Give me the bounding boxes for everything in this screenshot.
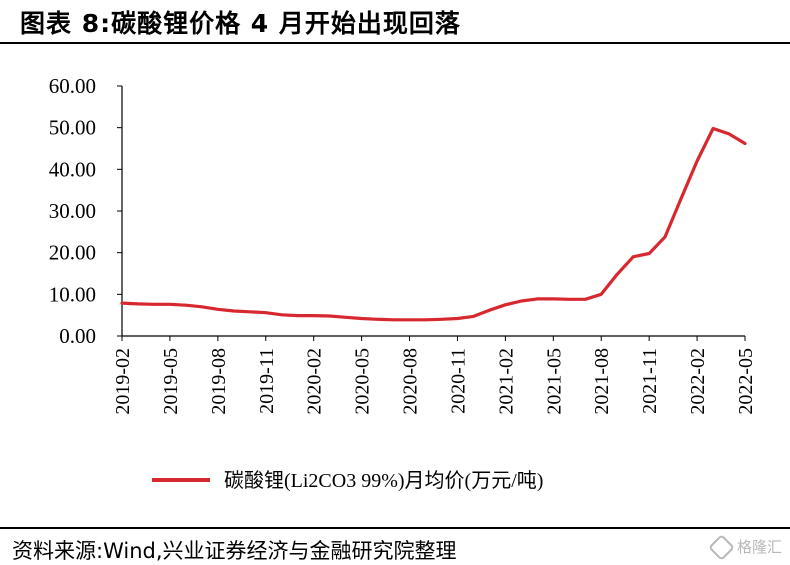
x-tick-label: 2019-08 xyxy=(208,348,230,415)
y-tick-label: 40.00 xyxy=(49,157,96,181)
x-axis: 2019-02 2019-05 2019-08 2019-11 2020-02 2020-… xyxy=(112,335,757,415)
watermark: 格隆汇 xyxy=(708,534,782,561)
top-rule xyxy=(0,42,790,44)
watermark-text: 格隆汇 xyxy=(736,538,782,556)
x-tick-label: 2022-05 xyxy=(735,348,757,415)
x-tick-label: 2021-08 xyxy=(591,348,613,415)
y-tick-label: 10.00 xyxy=(49,282,96,306)
legend: 碳酸锂(Li2CO3 99%)月均价(万元/吨) xyxy=(152,469,543,492)
y-tick-label: 20.00 xyxy=(49,241,96,265)
x-tick-label: 2020-11 xyxy=(447,348,469,414)
x-tick-label: 2020-02 xyxy=(304,348,326,415)
series-line xyxy=(120,126,747,322)
y-tick-label: 0.00 xyxy=(59,324,96,348)
line-chart: 0.00 10.00 20.00 30.00 40.00 50.00 60.00 2019-… xyxy=(49,74,757,492)
x-tick-label: 2019-11 xyxy=(256,348,278,414)
x-tick-label: 2022-02 xyxy=(687,348,709,415)
series-layer xyxy=(120,126,747,322)
x-tick-label: 2021-11 xyxy=(639,348,661,414)
figure-title: 图表 8:碳酸锂价格 4 月开始出现回落 xyxy=(20,9,461,38)
source-note: 资料来源:Wind,兴业证券经济与金融研究院整理 xyxy=(12,539,457,563)
y-tick-label: 60.00 xyxy=(49,74,96,98)
x-tick-label: 2020-08 xyxy=(400,348,422,415)
y-tick-label: 30.00 xyxy=(49,199,96,223)
x-tick-label: 2019-02 xyxy=(112,348,134,415)
bottom-rule xyxy=(0,527,790,529)
x-tick-label: 2021-05 xyxy=(543,348,565,415)
x-tick-label: 2021-02 xyxy=(495,348,517,415)
x-tick-label: 2019-05 xyxy=(160,348,182,415)
y-axis: 0.00 10.00 20.00 30.00 40.00 50.00 60.00 xyxy=(49,74,123,348)
legend-label: 碳酸锂(Li2CO3 99%)月均价(万元/吨) xyxy=(224,469,543,492)
x-tick-label: 2020-05 xyxy=(352,348,374,415)
y-tick-label: 50.00 xyxy=(49,116,96,140)
watermark-logo-icon xyxy=(708,534,735,561)
